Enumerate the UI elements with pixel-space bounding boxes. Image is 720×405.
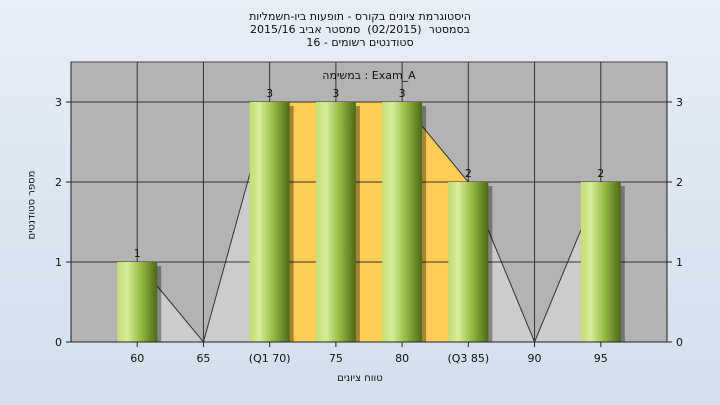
bar-value-label: 2	[465, 167, 472, 180]
y-tick-label-right: 0	[676, 336, 683, 349]
x-axis-label: טווח ציונים	[337, 373, 383, 384]
x-tick-label: 80	[395, 352, 409, 365]
title-line-3: סטודנטים רשומים - 16	[306, 36, 414, 49]
y-tick-label-right: 2	[676, 176, 683, 189]
bar-value-label: 2	[597, 167, 604, 180]
y-tick-label-left: 3	[55, 96, 62, 109]
bar	[382, 102, 423, 342]
y-tick-label-left: 0	[55, 336, 62, 349]
bar	[580, 182, 621, 342]
bar-value-label: 3	[266, 87, 273, 100]
x-tick-label: (Q1 70)	[249, 352, 291, 365]
x-tick-label: (Q3 85)	[447, 352, 489, 365]
bar-value-label: 3	[399, 87, 406, 100]
x-tick-label: 60	[130, 352, 144, 365]
chart-title: היסטוגרמת ציונים בקורס - תופעות ביו-חשמל…	[0, 10, 720, 49]
x-tick-label: 65	[196, 352, 210, 365]
bar-value-label: 1	[134, 247, 141, 260]
bar	[249, 102, 290, 342]
x-tick-label: 95	[594, 352, 608, 365]
bar	[117, 262, 158, 342]
y-tick-label-left: 1	[55, 256, 62, 269]
y-tick-label-right: 3	[676, 96, 683, 109]
chart-annotation: במשימה : Exam_A	[322, 69, 416, 82]
x-tick-label: 75	[329, 352, 343, 365]
bar	[315, 102, 356, 342]
y-axis-label: מספר סטודנטים	[26, 170, 38, 240]
title-line-2: בסמסטר (02/2015) סמסטר אביב 2015/16	[249, 23, 471, 36]
bar-value-label: 3	[332, 87, 339, 100]
bar	[448, 182, 489, 342]
x-tick-label: 90	[528, 352, 542, 365]
y-tick-label-left: 2	[55, 176, 62, 189]
y-tick-label-right: 1	[676, 256, 683, 269]
title-line-1: היסטוגרמת ציונים בקורס - תופעות ביו-חשמל…	[249, 10, 471, 23]
